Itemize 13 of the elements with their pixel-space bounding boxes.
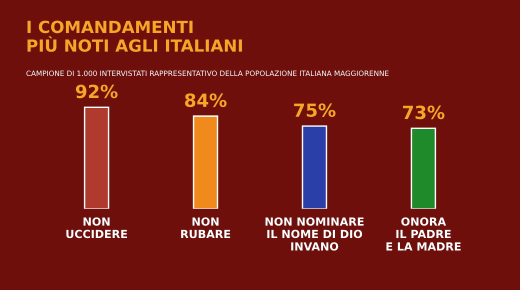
bar [84,106,110,209]
x-tick-label: ONORA IL PADRE E LA MADRE [386,217,461,250]
data-label: 73% [403,106,444,120]
data-label: 84% [185,93,227,108]
x-tick-label: NON NOMINARE IL NOME DI DIO INVANO [266,217,364,251]
bar [302,125,328,209]
bar [410,128,436,209]
x-tick-label: NON UCCIDERE [66,217,127,238]
data-label: 75% [294,103,336,117]
chart-title: I COMANDAMENTI PIÙ NOTI AGLI ITALIANI [28,20,242,52]
data-label: 92% [76,84,118,98]
bar [192,115,218,209]
x-tick-label: NON RUBARE [181,217,230,238]
